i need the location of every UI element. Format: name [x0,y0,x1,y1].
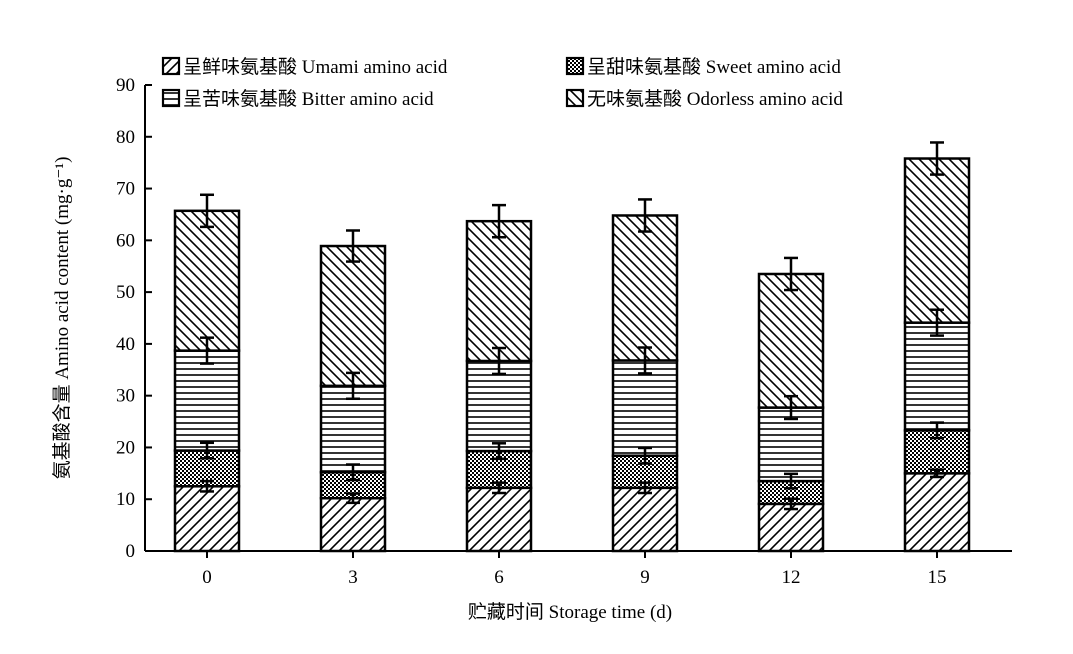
error-bar [200,441,214,460]
x-tick-label: 0 [202,567,212,588]
x-tick-label: 3 [348,567,358,588]
error-bar [200,479,214,493]
y-tick-label: 40 [116,334,135,355]
y-axis: 0 10 20 30 40 50 60 70 80 90 [116,75,152,562]
y-tick-label: 50 [116,282,135,303]
bars-layer [173,157,971,553]
bar-segment-diagonal-left-15 [903,157,971,324]
legend-label: 呈甜味氨基酸 Sweet amino acid [587,56,841,78]
x-tick-label: 15 [928,567,947,588]
legend-item-diagonal-left: 无味氨基酸 Odorless amino acid [565,88,843,110]
error-bar [346,371,360,401]
y-tick-label: 0 [126,541,136,562]
bar-segment-diagonal-right-0 [173,485,241,553]
y-tick-label: 10 [116,489,135,510]
bar-segment-diagonal-right-6 [465,486,533,553]
x-axis-title: 贮藏时间 Storage time (d) [468,601,672,623]
error-bar [638,446,652,465]
error-bar [930,141,944,176]
error-bar [930,421,944,440]
legend-label: 呈鲜味氨基酸 Umami amino acid [183,56,448,78]
bar-segment-diagonal-right-12 [757,502,825,553]
bar-segment-horizontal-15 [903,321,971,432]
legend-swatch [161,88,181,108]
error-bar [930,468,944,479]
error-bar [346,492,360,505]
y-tick-label: 70 [116,179,135,200]
error-bar [784,256,798,292]
legend-item-diagonal-right: 呈鲜味氨基酸 Umami amino acid [161,56,448,78]
y-tick-label: 30 [116,386,135,407]
legend-swatch [565,88,585,108]
legend-swatch [161,56,181,76]
error-bar [638,346,652,375]
bar-segment-diagonal-left-12 [757,272,825,409]
error-bars-layer [200,141,944,511]
bar-segment-diagonal-left-0 [173,209,241,352]
x-tick-label: 12 [782,567,801,588]
legend-label: 呈苦味氨基酸 Bitter amino acid [183,88,434,110]
bar-segment-diagonal-left-3 [319,244,387,388]
legend-swatch [565,56,585,76]
legend: 呈鲜味氨基酸 Umami amino acid 呈甜味氨基酸 Sweet amin… [161,56,843,110]
error-bar [492,481,506,495]
error-bar [200,336,214,365]
bar-segment-diagonal-left-9 [611,214,679,362]
y-axis-title: 氨基酸含量 Amino acid content (mg·g⁻¹) [51,157,73,480]
error-bar [492,203,506,239]
bar-segment-diagonal-right-9 [611,486,679,553]
x-axis: 0 3 6 9 12 15 [145,550,1012,588]
error-bar [492,442,506,461]
x-tick-label: 6 [494,567,504,588]
legend-item-crosshatch: 呈甜味氨基酸 Sweet amino acid [565,56,841,78]
error-bar [784,472,798,490]
y-ticks: 0 10 20 30 40 50 60 70 80 90 [116,75,152,562]
error-bar [346,229,360,263]
bar-segment-horizontal-0 [173,349,241,452]
y-tick-label: 80 [116,127,135,148]
bar-segment-diagonal-right-15 [903,472,971,553]
error-bar [784,497,798,511]
bar-segment-diagonal-left-6 [465,219,533,363]
bar-segment-horizontal-9 [611,359,679,457]
error-bar [492,346,506,376]
legend-label: 无味氨基酸 Odorless amino acid [587,88,843,110]
y-tick-label: 60 [116,230,135,251]
error-bar [200,193,214,229]
y-tick-label: 90 [116,75,135,96]
error-bar [638,481,652,495]
bar-segment-diagonal-right-3 [319,496,387,553]
error-bar [638,198,652,233]
legend-item-horizontal: 呈苦味氨基酸 Bitter amino acid [161,88,434,110]
error-bar [930,308,944,337]
x-ticks: 0 3 6 9 12 15 [202,551,947,588]
error-bar [784,394,798,421]
error-bar [346,463,360,482]
x-tick-label: 9 [640,567,650,588]
y-tick-label: 20 [116,437,135,458]
